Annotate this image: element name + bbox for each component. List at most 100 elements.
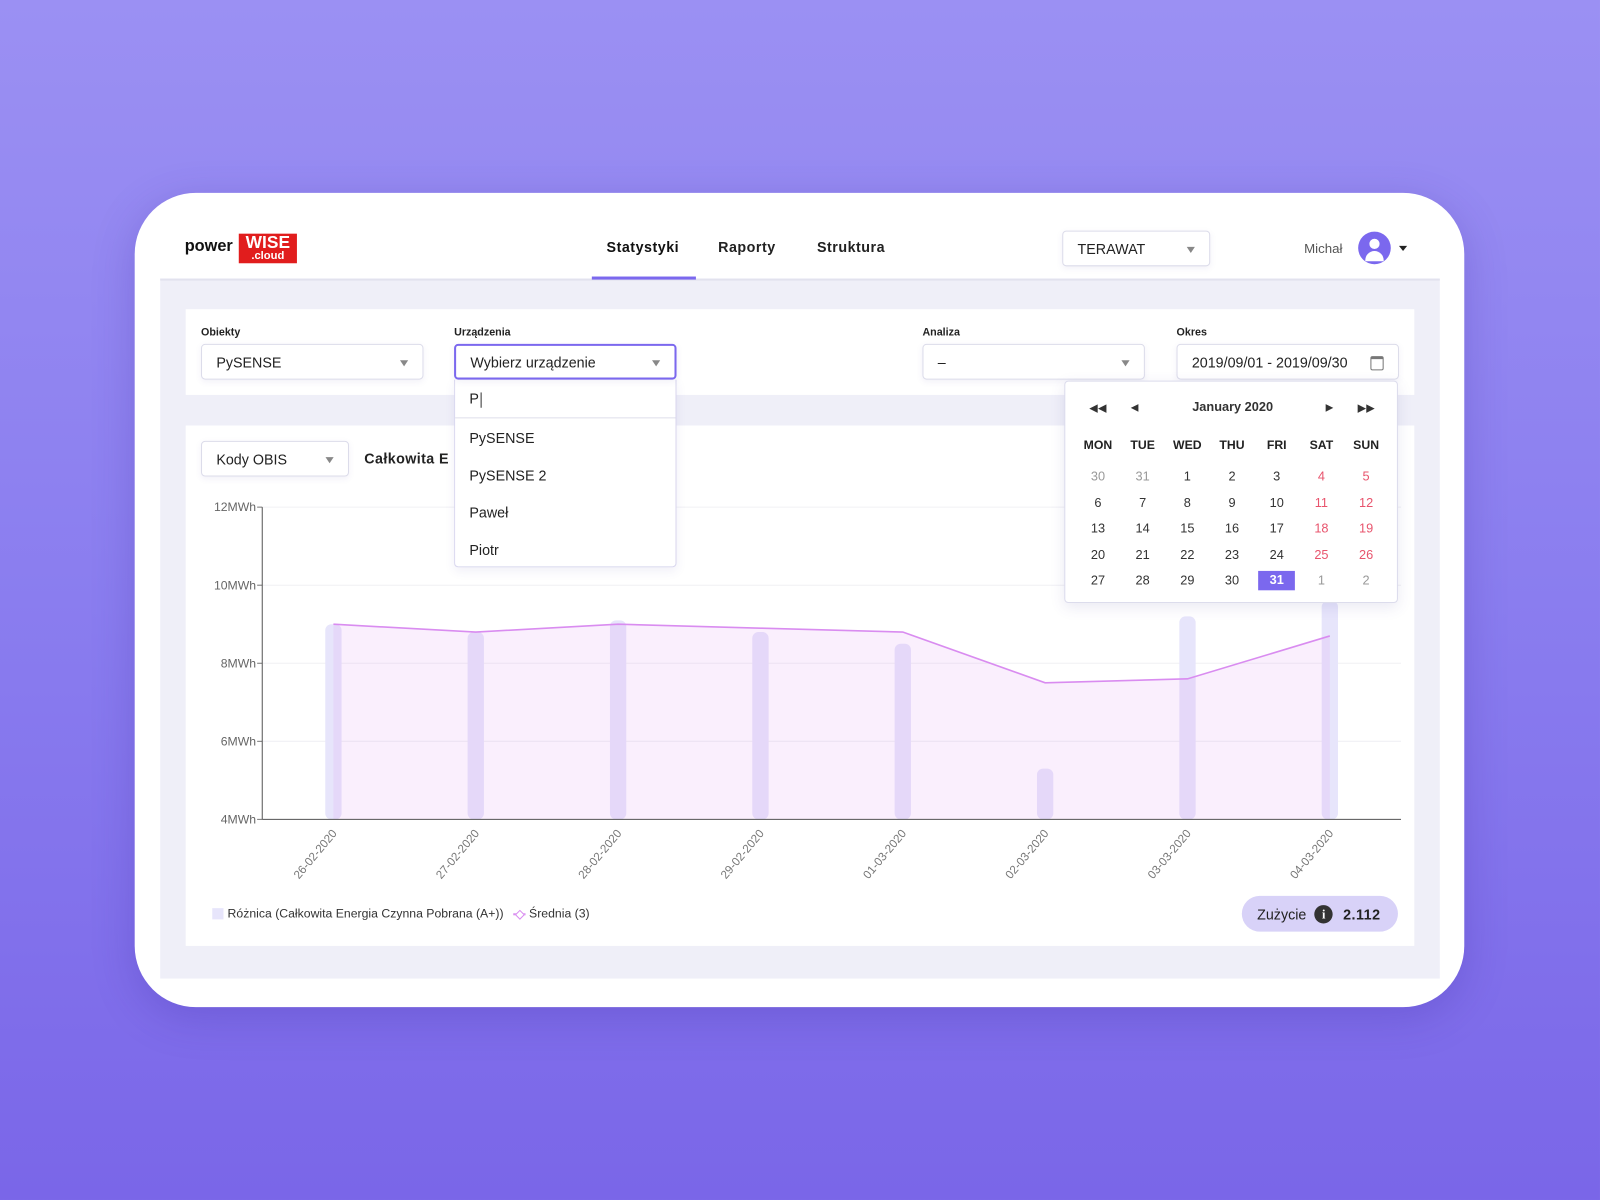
- cal-day[interactable]: 2: [1228, 469, 1236, 484]
- cal-day[interactable]: 16: [1224, 521, 1240, 536]
- cal-day[interactable]: 31: [1258, 570, 1296, 591]
- cal-day[interactable]: 5: [1362, 469, 1370, 484]
- logo-text[interactable]: power: [184, 237, 233, 256]
- cal-day[interactable]: 1: [1317, 573, 1325, 588]
- y-tick-label: 10MWh: [214, 578, 256, 592]
- cal-weekday: TUE: [1130, 437, 1155, 453]
- cal-day[interactable]: 31: [1135, 469, 1150, 484]
- cal-day[interactable]: 29: [1180, 573, 1195, 588]
- logo-cloud: .cloud: [251, 249, 285, 263]
- cal-day[interactable]: 1: [1183, 469, 1191, 484]
- dropdown-option[interactable]: PySENSE 2: [469, 466, 547, 484]
- cal-day[interactable]: 7: [1139, 495, 1147, 510]
- logo-badge[interactable]: WISE .cloud: [238, 232, 297, 264]
- dropdown-option[interactable]: PySENSE: [469, 429, 535, 446]
- legend-swatch: [212, 908, 224, 920]
- x-tick-label: 02-03-2020: [1003, 827, 1052, 882]
- cal-day[interactable]: 6: [1094, 495, 1102, 510]
- logo-wise: WISE: [245, 232, 291, 253]
- obis-select[interactable]: Kody OBIS: [201, 440, 349, 477]
- cal-weekday: MON: [1083, 437, 1113, 453]
- cal-weekday: FRI: [1266, 437, 1287, 453]
- cal-day[interactable]: 11: [1314, 495, 1329, 510]
- x-tick-label: 27-02-2020: [434, 827, 483, 882]
- line: [333, 623, 1331, 684]
- cal-day[interactable]: 30: [1224, 573, 1240, 588]
- cal-day[interactable]: 8: [1183, 495, 1191, 510]
- y-tick-label: 12MWh: [214, 500, 256, 514]
- user-name[interactable]: Michał: [1304, 240, 1343, 257]
- dropdown-search[interactable]: P: [469, 390, 482, 408]
- bar: [1036, 768, 1054, 820]
- usage-pill: Zużycie i 2.112: [1241, 895, 1398, 932]
- calendar: ◀◀ ◀ January 2020 ▶ ▶▶ MON TUE WED THU FRI SA…: [1064, 380, 1398, 604]
- bar: [325, 624, 342, 820]
- x-tick-label: 29-02-2020: [718, 827, 767, 882]
- bar: [609, 620, 627, 820]
- chart-title: Całkowita E: [364, 449, 449, 467]
- cal-day[interactable]: 22: [1180, 547, 1195, 562]
- cal-day[interactable]: 4: [1317, 469, 1325, 484]
- cal-day[interactable]: 2: [1362, 573, 1370, 588]
- cal-day[interactable]: 24: [1269, 547, 1284, 562]
- filter-select[interactable]: 2019/09/01 - 2019/09/30: [1176, 343, 1399, 380]
- cal-day[interactable]: 9: [1228, 495, 1236, 510]
- x-tick-label: 26-02-2020: [291, 827, 340, 882]
- org-select[interactable]: TERAWAT: [1062, 230, 1211, 267]
- cal-day[interactable]: 18: [1314, 521, 1329, 536]
- y-tick-label: 4MWh: [221, 812, 257, 826]
- org-select-value: TERAWAT: [1077, 240, 1146, 257]
- cal-day[interactable]: 23: [1224, 547, 1240, 562]
- cal-day[interactable]: 26: [1359, 547, 1374, 562]
- dropdown-option[interactable]: Piotr: [469, 541, 499, 558]
- cal-weekday: SAT: [1309, 437, 1334, 453]
- nav-item[interactable]: Raporty: [718, 238, 776, 256]
- cal-day[interactable]: 12: [1359, 495, 1374, 510]
- cal-day[interactable]: 28: [1135, 573, 1150, 588]
- nav-item[interactable]: Struktura: [816, 238, 886, 256]
- cal-next-month[interactable]: ▶: [1325, 402, 1334, 414]
- cal-prev-year[interactable]: ◀◀: [1089, 402, 1107, 415]
- filter-label: Urządzenia: [454, 326, 511, 339]
- cal-day[interactable]: 15: [1180, 521, 1195, 536]
- cal-day[interactable]: 30: [1090, 469, 1106, 484]
- cal-weekday: THU: [1219, 437, 1245, 453]
- cal-day[interactable]: 25: [1314, 547, 1329, 562]
- x-tick-label: 01-03-2020: [861, 827, 910, 882]
- user-caret[interactable]: [1398, 245, 1408, 252]
- filter-select[interactable]: Wybierz urządzenie: [454, 343, 677, 380]
- filter-label: Obiekty: [201, 326, 241, 339]
- legend-label[interactable]: Średnia (3): [529, 906, 590, 921]
- nav-item[interactable]: Statystyki: [606, 238, 680, 256]
- bar: [1179, 616, 1196, 820]
- cal-day[interactable]: 20: [1090, 547, 1106, 562]
- cal-day[interactable]: 14: [1135, 521, 1150, 536]
- legend-label[interactable]: Różnica (Całkowita Energia Czynna Pobran…: [227, 906, 504, 921]
- cal-day[interactable]: 27: [1090, 573, 1106, 588]
- cal-day[interactable]: 10: [1269, 495, 1284, 510]
- info-icon[interactable]: i: [1314, 904, 1333, 923]
- usage-value: 2.112: [1343, 905, 1381, 922]
- bar: [1321, 600, 1338, 820]
- area: [333, 624, 1330, 820]
- cal-prev-month[interactable]: ◀: [1130, 402, 1139, 414]
- cal-day[interactable]: 21: [1135, 547, 1150, 562]
- cal-weekday: SUN: [1353, 437, 1380, 453]
- device-dropdown: P PySENSE PySENSE 2 Paweł Piotr: [454, 379, 677, 568]
- cal-day[interactable]: 19: [1359, 521, 1374, 536]
- usage-label: Zużycie: [1257, 905, 1307, 922]
- cal-day[interactable]: 3: [1273, 469, 1281, 484]
- calendar-icon[interactable]: [1370, 356, 1384, 371]
- dropdown-option[interactable]: Paweł: [469, 504, 509, 521]
- cal-day[interactable]: 17: [1269, 521, 1284, 536]
- y-tick-label: 8MWh: [221, 656, 257, 670]
- filter-select[interactable]: –: [922, 343, 1145, 380]
- filter-select[interactable]: PySENSE: [201, 343, 424, 380]
- user-avatar[interactable]: [1358, 231, 1391, 265]
- filter-value: Wybierz urządzenie: [470, 353, 596, 370]
- cal-next-year[interactable]: ▶▶: [1357, 402, 1375, 415]
- x-tick-label: 04-03-2020: [1288, 827, 1337, 882]
- cal-day[interactable]: 13: [1090, 521, 1106, 536]
